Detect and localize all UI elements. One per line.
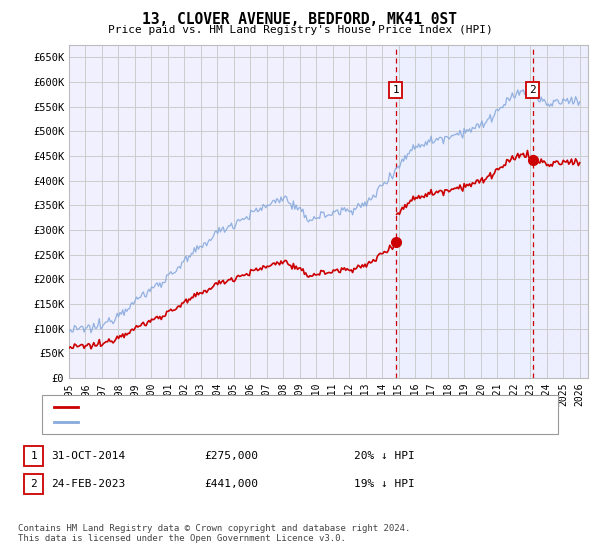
Text: 19% ↓ HPI: 19% ↓ HPI [354, 479, 415, 489]
Text: 20% ↓ HPI: 20% ↓ HPI [354, 451, 415, 461]
Text: 1: 1 [30, 451, 37, 461]
Text: 31-OCT-2014: 31-OCT-2014 [51, 451, 125, 461]
Text: 13, CLOVER AVENUE, BEDFORD, MK41 0ST: 13, CLOVER AVENUE, BEDFORD, MK41 0ST [143, 12, 458, 27]
Bar [396, 45, 533, 378]
Text: 13, CLOVER AVENUE, BEDFORD, MK41 0ST (detached house): 13, CLOVER AVENUE, BEDFORD, MK41 0ST (de… [83, 402, 414, 412]
Text: £275,000: £275,000 [204, 451, 258, 461]
Text: HPI: Average price, detached house, Bedford: HPI: Average price, detached house, Bedf… [83, 417, 352, 427]
Text: 2: 2 [529, 85, 536, 95]
Text: 1: 1 [392, 85, 399, 95]
Text: Price paid vs. HM Land Registry's House Price Index (HPI): Price paid vs. HM Land Registry's House … [107, 25, 493, 35]
Text: Contains HM Land Registry data © Crown copyright and database right 2024.
This d: Contains HM Land Registry data © Crown c… [18, 524, 410, 543]
Text: 2: 2 [30, 479, 37, 489]
Bar [533, 45, 588, 378]
Text: 24-FEB-2023: 24-FEB-2023 [51, 479, 125, 489]
Text: £441,000: £441,000 [204, 479, 258, 489]
